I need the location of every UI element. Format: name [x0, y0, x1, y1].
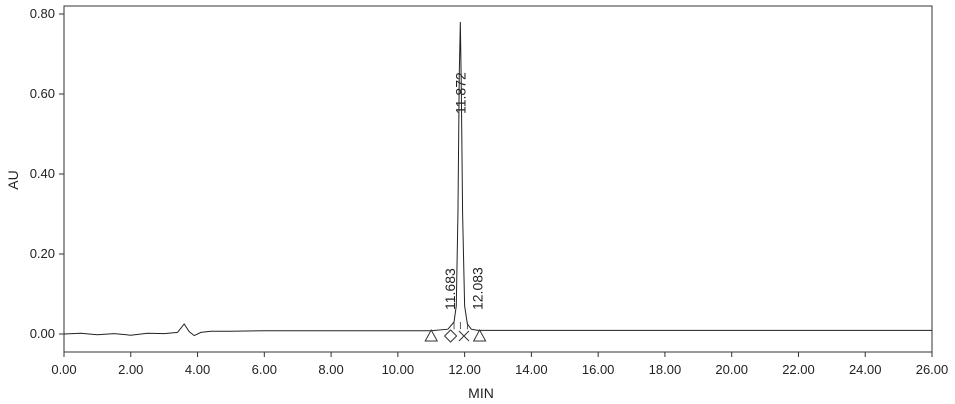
x-tick-label: 10.00 — [382, 362, 415, 377]
y-tick-label: 0.00 — [30, 326, 55, 341]
y-axis-title: AU — [5, 170, 21, 189]
y-tick-label: 0.20 — [30, 246, 55, 261]
x-tick-label: 6.00 — [252, 362, 277, 377]
x-tick-label: 4.00 — [185, 362, 210, 377]
y-tick-label: 0.40 — [30, 166, 55, 181]
series-line-0 — [63, 21, 932, 337]
x-tick-label: 24.00 — [849, 362, 882, 377]
x-tick-label: 20.00 — [715, 362, 748, 377]
x-tick-label: 12.00 — [448, 362, 481, 377]
trace-layer — [63, 21, 932, 337]
peak-label: 11.683 — [442, 268, 458, 310]
y-tick-label: 0.60 — [30, 86, 55, 101]
x-tick-label: 2.00 — [118, 362, 143, 377]
peak-label: 12.083 — [469, 267, 485, 310]
x-tick-label: 8.00 — [318, 362, 343, 377]
axes: 0.00 2.00 4.00 6.00 8.00 10.00 12.00 14.00 16.00… — [30, 5, 949, 377]
peak-labels: 11.683 11.872 12.083 — [442, 72, 485, 310]
x-tick-label: 16.00 — [582, 362, 615, 377]
x-tick-label: 22.00 — [782, 362, 815, 377]
baseline-markers — [424, 328, 487, 343]
baseline-triangle-marker — [424, 328, 439, 342]
x-axis-title: MIN — [468, 385, 494, 401]
x-tick-label: 0.00 — [51, 362, 76, 377]
y-tick-label: 0.80 — [30, 6, 55, 21]
baseline-diamond-marker — [443, 329, 458, 343]
x-tick-label: 26.00 — [916, 362, 949, 377]
baseline-triangle-marker — [472, 328, 487, 342]
peak-label: 11.872 — [452, 72, 468, 114]
x-tick-label: 14.00 — [515, 362, 548, 377]
baseline-cross-marker — [458, 330, 470, 342]
x-tick-label: 18.00 — [649, 362, 682, 377]
plot-frame — [63, 5, 933, 353]
